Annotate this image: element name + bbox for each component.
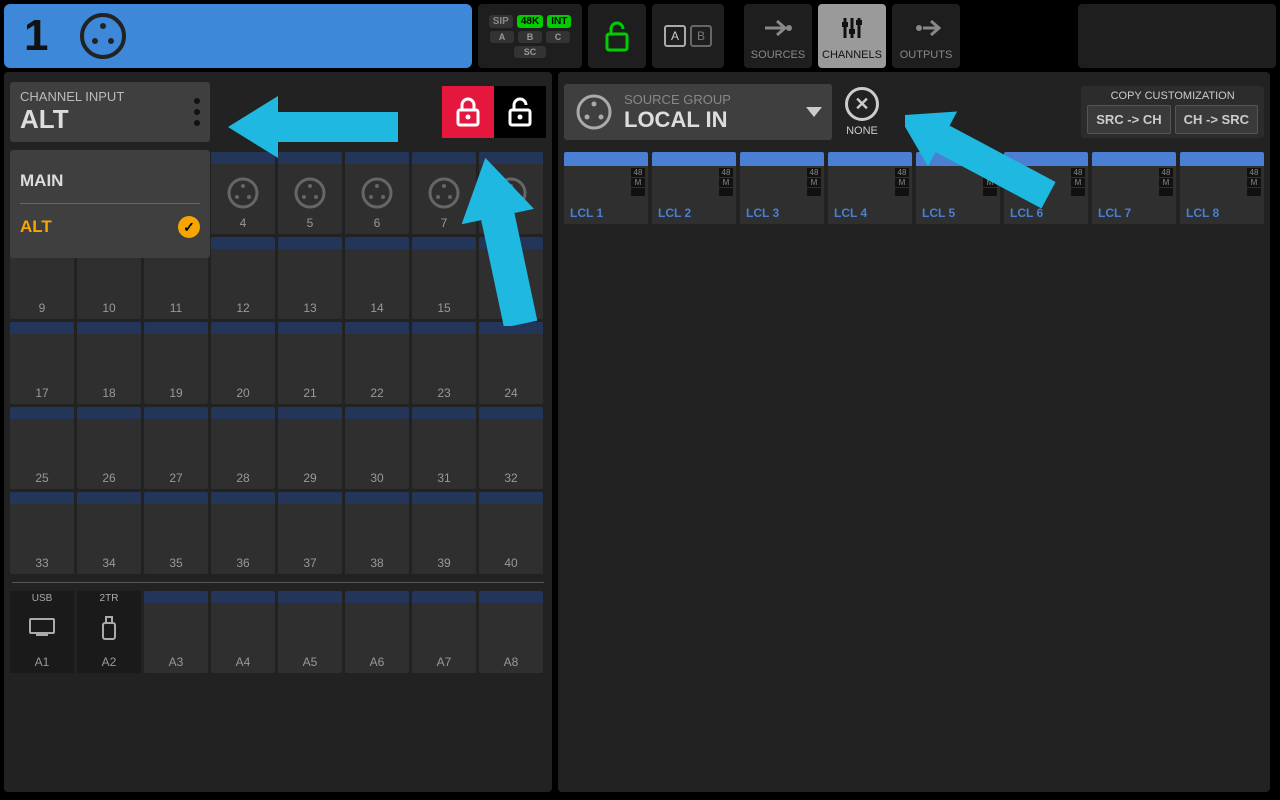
blank-panel (1078, 4, 1276, 68)
aux-slot[interactable]: A8 (479, 591, 543, 673)
ab-button[interactable]: A B (652, 4, 724, 68)
none-button[interactable]: ✕ NONE (838, 87, 886, 137)
c-badge: C (546, 31, 570, 43)
none-label: NONE (846, 125, 878, 137)
sip-badge: SIP (489, 15, 513, 28)
local-source-slot[interactable]: 48MLCL 7 (1092, 152, 1176, 224)
aux-slot[interactable]: A6 (345, 591, 409, 673)
sources-label: SOURCES (751, 49, 805, 61)
channel-slot[interactable]: 40 (479, 492, 543, 574)
outputs-tab[interactable]: OUTPUTS (892, 4, 960, 68)
local-source-slot[interactable]: 48MLCL 1 (564, 152, 648, 224)
check-icon: ✓ (178, 216, 200, 238)
kebab-icon (194, 98, 200, 126)
channel-slot[interactable]: 21 (278, 322, 342, 404)
status-cluster: SIP 48K INT A B C SC (478, 4, 582, 68)
channel-input-value: ALT (20, 104, 124, 135)
lock-closed-icon (455, 97, 481, 127)
lock-open-button[interactable] (494, 86, 546, 138)
lock-closed-button[interactable] (442, 86, 494, 138)
channel-slot[interactable]: 33 (10, 492, 74, 574)
channel-slot[interactable]: 14 (345, 237, 409, 319)
arrow-annotation-2 (460, 156, 546, 326)
channel-slot[interactable]: 20 (211, 322, 275, 404)
menu-item-main[interactable]: MAIN (20, 158, 200, 204)
channel-slot[interactable]: 39 (412, 492, 476, 574)
channels-label: CHANNELS (822, 49, 882, 61)
channel-slot[interactable]: 18 (77, 322, 141, 404)
channel-slot[interactable]: 34 (77, 492, 141, 574)
menu-item-alt[interactable]: ALT ✓ (20, 204, 200, 250)
channel-slot[interactable]: 36 (211, 492, 275, 574)
arrow-annotation-1 (228, 88, 398, 166)
channel-slot[interactable]: 31 (412, 407, 476, 489)
source-group-label: SOURCE GROUP (624, 92, 796, 107)
int-badge: INT (547, 15, 571, 28)
outputs-label: OUTPUTS (900, 49, 953, 61)
channel-input-dropdown[interactable]: CHANNEL INPUT ALT (10, 82, 210, 142)
b-badge: B (518, 31, 542, 43)
local-source-slot[interactable]: 48MLCL 2 (652, 152, 736, 224)
divider (12, 582, 544, 583)
source-group-value: LOCAL IN (624, 107, 796, 133)
channel-number: 1 (24, 11, 48, 61)
channel-slot[interactable]: 28 (211, 407, 275, 489)
close-circle-icon: ✕ (845, 87, 879, 121)
channel-slot[interactable]: 29 (278, 407, 342, 489)
aux-slot[interactable]: A5 (278, 591, 342, 673)
ch-to-src-button[interactable]: CH -> SRC (1175, 105, 1258, 134)
48k-badge: 48K (517, 15, 543, 28)
xlr-icon (78, 11, 128, 61)
local-source-slot[interactable]: 48MLCL 3 (740, 152, 824, 224)
channel-input-label: CHANNEL INPUT (20, 89, 124, 104)
xlr-icon (574, 92, 614, 132)
channel-input-menu: MAIN ALT ✓ (10, 150, 210, 258)
local-source-slot[interactable]: 48MLCL 8 (1180, 152, 1264, 224)
aux-slot[interactable]: USBA1 (10, 591, 74, 673)
channel-slot[interactable]: 23 (412, 322, 476, 404)
channel-slot[interactable]: 19 (144, 322, 208, 404)
chevron-down-icon (806, 107, 822, 117)
a-badge: A (490, 31, 514, 43)
aux-slot[interactable]: A7 (412, 591, 476, 673)
channel-slot[interactable]: 25 (10, 407, 74, 489)
a-box: A (664, 25, 686, 47)
channel-slot[interactable]: 38 (345, 492, 409, 574)
channel-slot[interactable]: 12 (211, 237, 275, 319)
sources-tab[interactable]: SOURCES (744, 4, 812, 68)
channels-icon (835, 11, 869, 45)
source-group-dropdown[interactable]: SOURCE GROUP LOCAL IN (564, 84, 832, 140)
sc-badge: SC (514, 46, 546, 58)
aux-slot[interactable]: 2TRA2 (77, 591, 141, 673)
copy-customization: COPY CUSTOMIZATION SRC -> CH CH -> SRC (1081, 86, 1264, 138)
aux-slot[interactable]: A3 (144, 591, 208, 673)
arrow-annotation-3 (905, 88, 1075, 208)
local-source-slot[interactable]: 48MLCL 4 (828, 152, 912, 224)
channel-slot[interactable]: 24 (479, 322, 543, 404)
src-to-ch-button[interactable]: SRC -> CH (1087, 105, 1170, 134)
channel-slot[interactable]: 32 (479, 407, 543, 489)
b-box: B (690, 25, 712, 47)
channel-slot[interactable]: 17 (10, 322, 74, 404)
channels-tab[interactable]: CHANNELS (818, 4, 886, 68)
channel-slot[interactable]: 35 (144, 492, 208, 574)
aux-slot[interactable]: A4 (211, 591, 275, 673)
channel-slot[interactable]: 27 (144, 407, 208, 489)
sources-icon (761, 11, 795, 45)
channel-banner[interactable]: 1 (4, 4, 472, 68)
unlock-green-icon (603, 20, 631, 52)
usb-lock-button[interactable] (588, 4, 646, 68)
copy-title: COPY CUSTOMIZATION (1087, 90, 1258, 102)
channel-slot[interactable]: 26 (77, 407, 141, 489)
channel-slot[interactable]: 37 (278, 492, 342, 574)
outputs-icon (909, 11, 943, 45)
lock-open-icon (507, 97, 533, 127)
channel-slot[interactable]: 30 (345, 407, 409, 489)
channel-slot[interactable]: 22 (345, 322, 409, 404)
channel-slot[interactable]: 13 (278, 237, 342, 319)
